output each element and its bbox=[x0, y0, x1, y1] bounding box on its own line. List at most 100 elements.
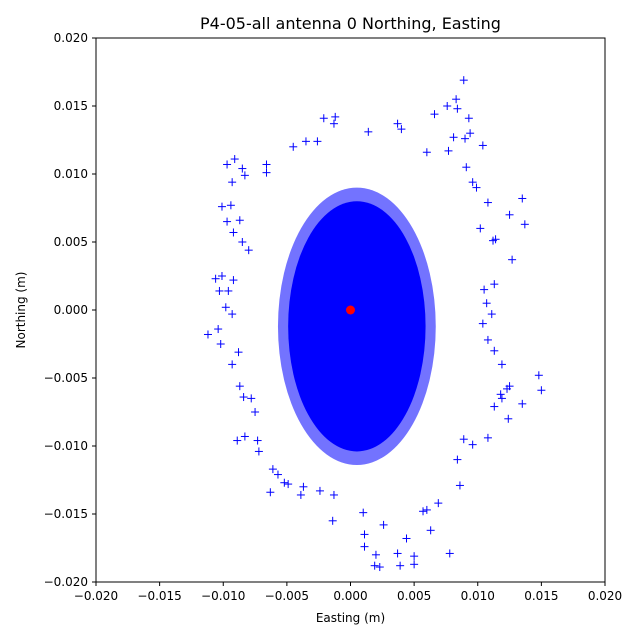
point bbox=[215, 286, 224, 295]
point bbox=[455, 481, 464, 490]
point bbox=[508, 255, 517, 264]
point bbox=[228, 178, 237, 187]
point bbox=[360, 530, 369, 539]
point bbox=[487, 310, 496, 319]
point bbox=[329, 119, 338, 128]
point bbox=[490, 402, 499, 411]
y-tick-label: −0.010 bbox=[44, 439, 88, 453]
point bbox=[239, 393, 248, 402]
point bbox=[234, 348, 243, 357]
point bbox=[226, 201, 235, 210]
y-tick-label: 0.000 bbox=[54, 303, 88, 317]
point bbox=[301, 137, 310, 146]
x-tick-label: −0.010 bbox=[201, 589, 245, 603]
point bbox=[240, 432, 249, 441]
point bbox=[216, 340, 225, 348]
point bbox=[445, 549, 454, 558]
point bbox=[238, 238, 247, 246]
point bbox=[273, 470, 282, 479]
point bbox=[228, 360, 237, 369]
point bbox=[321, 265, 330, 274]
point bbox=[224, 286, 233, 295]
point bbox=[459, 435, 468, 444]
y-tick-label: 0.020 bbox=[54, 31, 88, 45]
y-tick-label: 0.005 bbox=[54, 235, 88, 249]
point bbox=[251, 408, 260, 416]
point bbox=[284, 480, 293, 489]
point bbox=[504, 414, 513, 423]
point bbox=[233, 436, 242, 445]
point bbox=[211, 274, 220, 283]
point bbox=[402, 534, 411, 543]
point bbox=[203, 330, 212, 339]
point bbox=[468, 178, 477, 187]
y-tick-label: 0.010 bbox=[54, 167, 88, 181]
point bbox=[518, 399, 527, 408]
point bbox=[410, 560, 419, 569]
point bbox=[333, 387, 342, 396]
point bbox=[478, 141, 487, 150]
point bbox=[359, 508, 368, 517]
point bbox=[235, 382, 244, 391]
point bbox=[295, 292, 304, 301]
point bbox=[359, 278, 368, 287]
x-tick-label: −0.015 bbox=[137, 589, 181, 603]
x-axis-label: Easting (m) bbox=[316, 611, 385, 625]
point bbox=[331, 112, 340, 121]
point bbox=[468, 440, 477, 449]
point bbox=[397, 125, 406, 134]
point bbox=[497, 360, 506, 369]
point bbox=[328, 516, 337, 525]
y-tick-label: −0.005 bbox=[44, 371, 88, 385]
x-tick-label: 0.015 bbox=[524, 589, 558, 603]
point bbox=[384, 333, 393, 342]
point bbox=[229, 276, 238, 285]
point bbox=[360, 542, 369, 551]
point bbox=[280, 478, 289, 487]
x-tick-label: 0.000 bbox=[333, 589, 367, 603]
point bbox=[371, 550, 380, 559]
point bbox=[244, 246, 253, 255]
point bbox=[238, 164, 247, 173]
point bbox=[268, 465, 277, 474]
point bbox=[254, 447, 263, 456]
point bbox=[490, 346, 499, 355]
point bbox=[217, 202, 226, 211]
point bbox=[483, 335, 492, 344]
point bbox=[319, 114, 328, 123]
point bbox=[371, 238, 380, 246]
point bbox=[299, 482, 308, 491]
y-axis-label: Northing (m) bbox=[14, 272, 28, 349]
point bbox=[266, 488, 275, 497]
point bbox=[223, 160, 232, 169]
point bbox=[419, 507, 428, 516]
point bbox=[430, 110, 439, 119]
point bbox=[464, 114, 473, 123]
point bbox=[489, 236, 498, 245]
x-tick-label: −0.005 bbox=[265, 589, 309, 603]
center-point bbox=[346, 305, 355, 315]
point bbox=[537, 386, 546, 395]
point bbox=[370, 561, 379, 570]
point bbox=[228, 310, 237, 319]
point bbox=[461, 134, 470, 143]
point bbox=[313, 137, 322, 146]
point bbox=[229, 228, 238, 237]
point bbox=[308, 346, 317, 355]
point bbox=[483, 198, 492, 207]
point bbox=[480, 285, 489, 294]
point bbox=[462, 163, 471, 172]
point bbox=[262, 160, 271, 169]
point bbox=[466, 129, 475, 138]
point bbox=[379, 520, 388, 529]
point bbox=[410, 552, 419, 561]
point bbox=[230, 155, 239, 164]
point bbox=[396, 561, 405, 570]
point bbox=[496, 390, 505, 399]
point bbox=[422, 148, 431, 157]
point bbox=[393, 119, 402, 128]
cloud-core bbox=[288, 201, 426, 452]
point bbox=[365, 367, 374, 376]
x-tick-label: 0.020 bbox=[588, 589, 622, 603]
